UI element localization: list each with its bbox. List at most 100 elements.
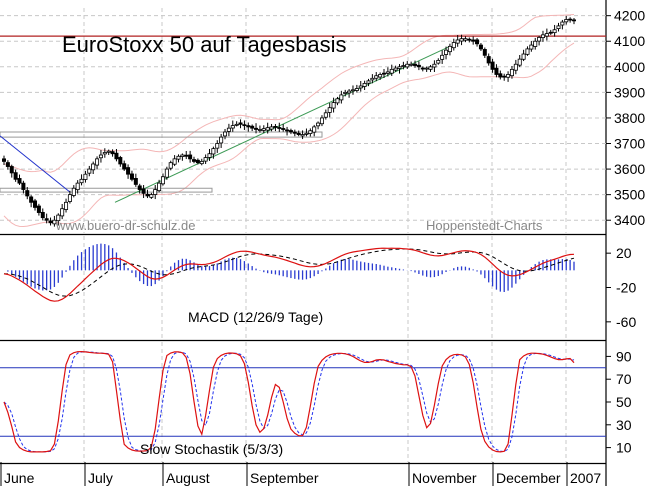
y-tick-label: 90 xyxy=(616,348,632,364)
candle-body xyxy=(199,161,204,165)
candle-body xyxy=(385,71,390,74)
candle-body xyxy=(432,63,437,68)
candle-body xyxy=(153,189,158,195)
candle-body xyxy=(246,125,251,128)
stochastic-k-line xyxy=(3,350,575,453)
candle-body xyxy=(393,67,398,71)
candle-body xyxy=(537,37,542,42)
down-trend-line xyxy=(0,135,71,193)
candle-body xyxy=(416,64,421,68)
x-tick-label: August xyxy=(166,470,210,486)
candle-body xyxy=(33,200,38,208)
y-tick-label: 3800 xyxy=(614,110,645,126)
candle-body xyxy=(389,68,394,74)
candle-body xyxy=(544,33,549,37)
candle-body xyxy=(463,38,468,41)
candle-body xyxy=(482,49,487,56)
candle-body xyxy=(397,66,402,69)
candle-body xyxy=(176,155,181,160)
candle-body xyxy=(180,154,185,157)
candle-body xyxy=(362,83,367,87)
candle-body xyxy=(87,168,92,174)
candle-body xyxy=(71,187,76,196)
y-tick-label: 30 xyxy=(616,417,632,433)
macd-line xyxy=(3,247,575,302)
candle-body xyxy=(455,39,460,44)
candle-body xyxy=(281,128,286,130)
candle-body xyxy=(436,60,441,64)
candle-body xyxy=(529,44,534,50)
candle-body xyxy=(409,63,414,66)
y-tick-label: 4200 xyxy=(614,8,645,24)
candle-body xyxy=(420,67,425,70)
candle-body xyxy=(257,129,262,131)
price-panel xyxy=(0,14,606,228)
candle-body xyxy=(540,34,545,39)
candle-body xyxy=(475,39,480,45)
x-tick-label: November xyxy=(412,470,477,486)
up-trend-line xyxy=(114,45,451,203)
candle-body xyxy=(215,143,220,149)
candle-body xyxy=(548,31,553,34)
stochastic-panel xyxy=(0,350,606,453)
y-tick-label: -20 xyxy=(616,280,636,296)
candle-body xyxy=(126,167,131,175)
candle-body xyxy=(490,61,495,70)
candle-body xyxy=(110,151,115,155)
x-tick-label: 2007 xyxy=(570,470,601,486)
candle-body xyxy=(191,159,196,162)
candle-body xyxy=(238,122,243,125)
candle-body xyxy=(129,173,134,180)
candle-body xyxy=(521,53,526,60)
candle-body xyxy=(513,63,518,71)
candle-body xyxy=(184,154,189,157)
candle-body xyxy=(44,218,49,221)
candle-body xyxy=(277,127,282,129)
x-tick-label: September xyxy=(250,470,319,486)
candle-body xyxy=(319,117,324,125)
y-tick-label: 3500 xyxy=(614,187,645,203)
candle-body xyxy=(9,166,14,174)
candle-body xyxy=(122,163,127,170)
axes: 3400 3500 3600 3700 3800 3900 4000 4100 4200 20 -2… xyxy=(0,8,645,486)
candle-body xyxy=(288,130,293,133)
candle-body xyxy=(552,29,557,34)
candle-body xyxy=(242,124,247,127)
candle-body xyxy=(118,157,123,165)
y-tick-label: 20 xyxy=(616,245,632,261)
candle-body xyxy=(347,90,352,94)
candle-body xyxy=(509,68,514,77)
candle-body xyxy=(269,126,274,130)
candle-body xyxy=(149,194,154,198)
bollinger-upper xyxy=(3,14,575,173)
candle-body xyxy=(60,208,65,217)
candle-body xyxy=(459,38,464,42)
candle-body xyxy=(106,150,111,153)
candle-body xyxy=(486,56,491,64)
candle-body xyxy=(533,40,538,47)
candle-body xyxy=(211,148,216,155)
candle-body xyxy=(160,176,165,185)
candle-body xyxy=(506,74,511,78)
candle-body xyxy=(21,182,26,190)
watermark-left: www.buero-dr-schulz.de xyxy=(55,218,195,233)
candle-body xyxy=(5,162,10,167)
candle-body xyxy=(428,66,433,70)
candle-body xyxy=(308,130,313,134)
candle-body xyxy=(478,44,483,50)
candle-body xyxy=(335,98,340,104)
candle-body xyxy=(234,123,239,126)
candle-body xyxy=(145,193,150,197)
candle-body xyxy=(102,152,107,155)
candle-body xyxy=(339,94,344,101)
y-tick-label: 3400 xyxy=(614,212,645,228)
x-tick-label: June xyxy=(4,470,35,486)
y-tick-label: 3900 xyxy=(614,84,645,100)
candle-body xyxy=(64,201,69,210)
stochastic-d-line xyxy=(3,351,575,453)
candle-body xyxy=(157,182,162,192)
candle-body xyxy=(381,72,386,75)
y-tick-label: 70 xyxy=(616,371,632,387)
